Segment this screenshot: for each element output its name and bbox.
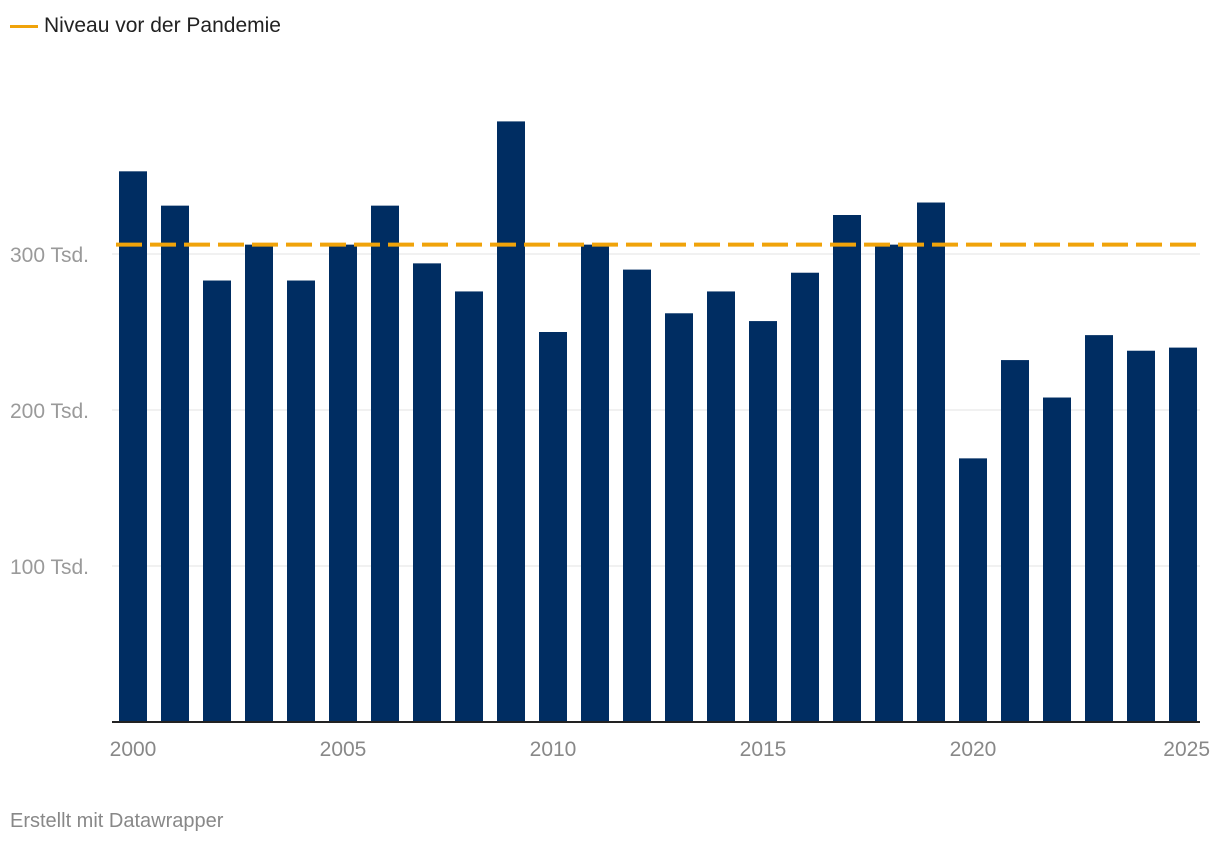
x-tick-label-2000: 2000 [110,738,157,761]
bar-2020 [959,458,987,722]
bar-2007 [413,263,441,722]
bar-2015 [749,321,777,722]
bar-2017 [833,215,861,722]
bar-2008 [455,291,483,722]
x-tick-label-2010: 2010 [530,738,577,761]
x-tick-label-2005: 2005 [320,738,367,761]
x-tick-label-2015: 2015 [740,738,787,761]
legend-swatch-reference-line [10,24,38,28]
bar-2024 [1127,350,1155,722]
bar-2003 [245,244,273,722]
legend: Niveau vor der Pandemie [10,14,281,38]
bar-2005 [329,244,357,722]
bar-2018 [875,244,903,722]
bar-2014 [707,291,735,722]
legend-label-reference-line: Niveau vor der Pandemie [44,14,281,37]
bar-2004 [287,280,315,722]
bar-2022 [1043,397,1071,722]
x-tick-label-2025: 2025 [1163,738,1210,761]
bar-2010 [539,332,567,722]
bar-2013 [665,313,693,722]
bar-2023 [1085,335,1113,722]
bar-2019 [917,202,945,722]
bar-2002 [203,280,231,722]
bar-2016 [791,272,819,722]
y-tick-label-100: 100 Tsd. [10,556,89,579]
bar-2001 [161,205,189,722]
y-tick-label-300: 300 Tsd. [10,244,89,267]
bar-2006 [371,205,399,722]
bar-2025 [1169,347,1197,722]
y-tick-label-200: 200 Tsd. [10,400,89,423]
bar-2011 [581,244,609,722]
bar-2021 [1001,360,1029,722]
x-tick-label-2020: 2020 [950,738,997,761]
bar-2012 [623,269,651,722]
bar-2000 [119,171,147,722]
footer-credit: Erstellt mit Datawrapper [10,810,224,832]
bar-2009 [497,121,525,722]
